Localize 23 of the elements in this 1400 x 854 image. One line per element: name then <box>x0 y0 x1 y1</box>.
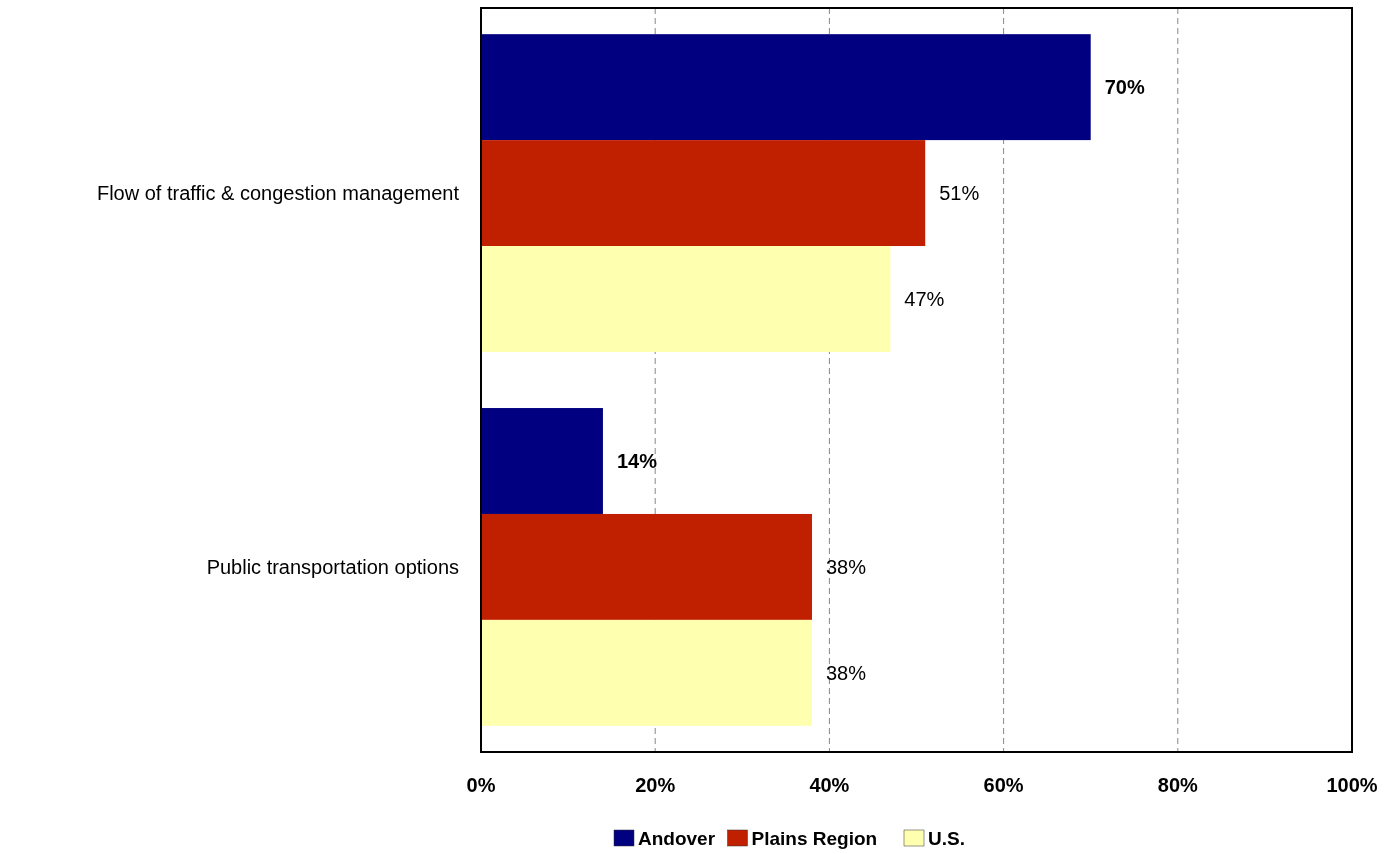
data-label: 38% <box>825 555 867 578</box>
bar <box>481 140 926 247</box>
data-label: 51% <box>939 182 980 205</box>
x-tick-label: 80% <box>1157 774 1199 796</box>
x-tick-label: 60% <box>983 774 1024 796</box>
y-tick-label: Flow of traffic & congestion management <box>96 182 460 205</box>
bar <box>481 246 891 352</box>
bar <box>481 619 812 726</box>
data-label: 14% <box>616 450 658 473</box>
x-tick-label: 20% <box>635 774 676 796</box>
bar <box>481 408 603 514</box>
data-label: 38% <box>825 661 867 684</box>
legend-label: Andover <box>638 827 716 849</box>
x-tick-label: 0% <box>466 774 496 796</box>
data-label: 70% <box>1104 76 1145 99</box>
data-label: 47% <box>904 287 945 310</box>
y-tick-label: Public transportation options <box>206 555 459 578</box>
bar <box>481 513 812 620</box>
x-tick-label: 40% <box>809 774 850 796</box>
x-tick-label: 100% <box>1326 774 1378 796</box>
legend-label: U.S. <box>928 827 965 849</box>
bar <box>481 34 1091 141</box>
legend-label: Plains Region <box>751 827 878 849</box>
